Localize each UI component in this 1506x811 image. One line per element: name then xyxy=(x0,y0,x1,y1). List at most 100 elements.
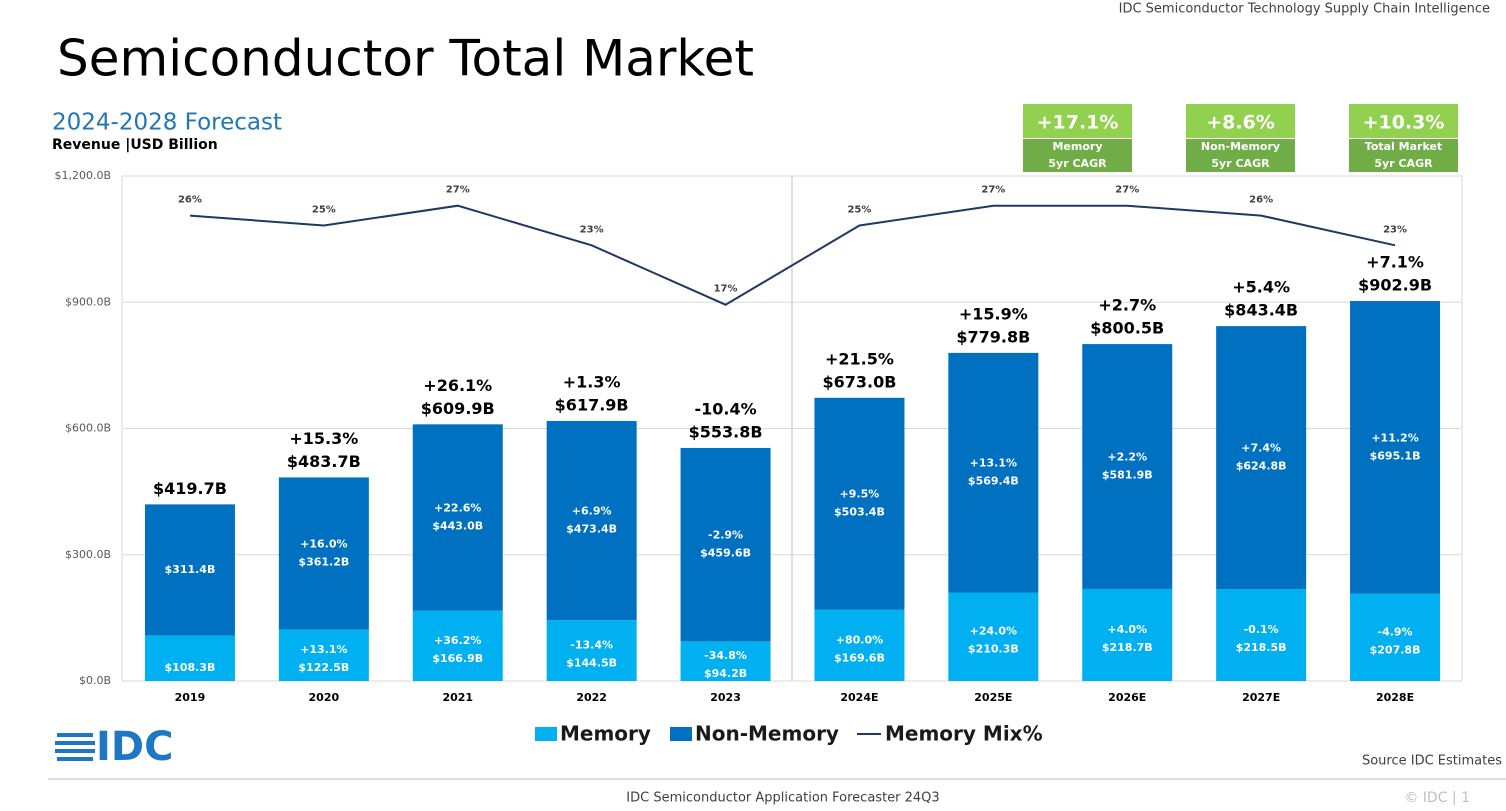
logo: IDC xyxy=(55,724,173,770)
memory-mix-line xyxy=(189,204,1396,306)
x-tick-label: 2019 xyxy=(175,691,206,704)
line-value-label: 25% xyxy=(847,205,871,216)
segment-value-label: $218.7B xyxy=(1102,641,1153,654)
title: Semiconductor Total Market xyxy=(57,30,754,88)
source: Source IDC Estimates xyxy=(1362,754,1502,769)
y-tick-label: $600.0B xyxy=(65,422,111,435)
line-value-label: 27% xyxy=(1115,185,1139,196)
kpi-value: +8.6% xyxy=(1206,112,1275,134)
x-tick-label: 2028E xyxy=(1376,691,1414,704)
bar-segment xyxy=(948,592,1039,681)
segment-growth-label: -2.9% xyxy=(708,529,743,542)
kpi-sub: 5yr CAGR xyxy=(1374,157,1433,170)
segment-growth-label: -0.1% xyxy=(1244,623,1279,636)
copyright: © IDC | 1 xyxy=(1404,790,1470,806)
legend-label: Non-Memory xyxy=(695,722,839,746)
bar-segment xyxy=(1216,589,1307,681)
kpi-top xyxy=(1349,104,1458,138)
line-value-label: 17% xyxy=(714,284,738,295)
subtitle: 2024-2028 Forecast xyxy=(52,110,282,136)
x-tick-label: 2022 xyxy=(576,691,607,704)
segment-growth-label: +22.6% xyxy=(434,502,481,515)
segment-growth-label: -13.4% xyxy=(570,639,613,652)
bar-segment xyxy=(814,397,905,610)
line-value-label: 26% xyxy=(1249,195,1273,206)
y-tick-label: $1,200.0B xyxy=(54,169,111,182)
total-label: $617.9B xyxy=(555,395,629,414)
bar-segment xyxy=(144,635,235,681)
segment-value-label: $581.9B xyxy=(1102,469,1153,482)
line-value-label: 27% xyxy=(981,185,1005,196)
segment-value-label: $210.3B xyxy=(968,643,1019,656)
total-label: $902.9B xyxy=(1358,276,1432,295)
total-label: $673.0B xyxy=(822,372,896,391)
segment-growth-label: +80.0% xyxy=(836,633,883,646)
x-tick-label: 2027E xyxy=(1242,691,1280,704)
kpi-bottom xyxy=(1186,139,1295,172)
total-label: $553.8B xyxy=(689,422,763,441)
total-growth-label: -10.4% xyxy=(694,399,756,418)
y-tick-label: $0.0B xyxy=(79,674,111,687)
bar-segment xyxy=(1216,326,1307,590)
segment-value-label: $459.6B xyxy=(700,547,751,560)
segment-growth-label: +6.9% xyxy=(572,505,612,518)
segment-value-label: $207.8B xyxy=(1370,643,1421,656)
segment-growth-label: -4.9% xyxy=(1378,625,1413,638)
kpi-bottom xyxy=(1349,139,1458,172)
segment-value-label: $624.8B xyxy=(1236,460,1287,473)
total-label: $843.4B xyxy=(1224,301,1298,320)
total-growth-label: +5.4% xyxy=(1232,278,1290,297)
total-growth-label: +15.3% xyxy=(289,429,358,448)
line-value-label: 25% xyxy=(312,205,336,216)
total-label: $779.8B xyxy=(956,327,1030,346)
logo-stripe xyxy=(57,733,93,737)
logo-text: IDC xyxy=(96,724,173,770)
segment-value-label: $144.5B xyxy=(566,657,617,670)
kpi-name: Non-Memory xyxy=(1201,140,1280,153)
total-label: $609.9B xyxy=(421,399,495,418)
total-label: $483.7B xyxy=(287,452,361,471)
total-growth-label: +21.5% xyxy=(825,349,894,368)
logo-stripe xyxy=(55,741,95,745)
bar-segment xyxy=(546,420,637,621)
segment-growth-label: +2.2% xyxy=(1107,451,1147,464)
segment-growth-label: +16.0% xyxy=(300,537,347,550)
segment-growth-label: +13.1% xyxy=(300,643,347,656)
segment-value-label: $311.4B xyxy=(165,563,216,576)
kpi-value: +10.3% xyxy=(1363,112,1445,134)
kpi-top xyxy=(1186,104,1295,138)
x-tick-label: 2024E xyxy=(840,691,878,704)
segment-growth-label: +36.2% xyxy=(434,634,481,647)
total-growth-label: +2.7% xyxy=(1098,296,1156,315)
line-value-label: 26% xyxy=(178,195,202,206)
kpi-value: +17.1% xyxy=(1037,112,1119,134)
y-tick-label: $300.0B xyxy=(65,548,111,561)
bar-segment xyxy=(278,477,369,630)
footer: IDC Semiconductor Application Forecaster… xyxy=(626,791,939,806)
bar-segment xyxy=(1350,593,1441,681)
x-tick-label: 2025E xyxy=(974,691,1012,704)
segment-growth-label: +11.2% xyxy=(1371,431,1418,444)
legend-swatch xyxy=(670,727,692,741)
segment-value-label: $695.1B xyxy=(1370,449,1421,462)
kpi-sub: 5yr CAGR xyxy=(1048,157,1107,170)
total-growth-label: +15.9% xyxy=(959,304,1028,323)
segment-growth-label: +9.5% xyxy=(840,488,880,501)
total-growth-label: +1.3% xyxy=(563,372,621,391)
x-tick-label: 2026E xyxy=(1108,691,1146,704)
kpi-top xyxy=(1023,104,1132,138)
total-growth-label: +7.1% xyxy=(1366,253,1424,272)
x-tick-label: 2023 xyxy=(710,691,741,704)
segment-value-label: $218.5B xyxy=(1236,641,1287,654)
segment-value-label: $361.2B xyxy=(298,555,349,568)
legend-label: Memory Mix% xyxy=(885,722,1043,746)
line-value-label: 27% xyxy=(446,185,470,196)
bar-segment xyxy=(1082,344,1173,589)
bar-segment xyxy=(948,352,1039,593)
kpi-bottom xyxy=(1023,139,1132,172)
segment-value-label: $569.4B xyxy=(968,475,1019,488)
segment-value-label: $94.2B xyxy=(704,667,747,680)
bar-segment xyxy=(680,641,771,681)
